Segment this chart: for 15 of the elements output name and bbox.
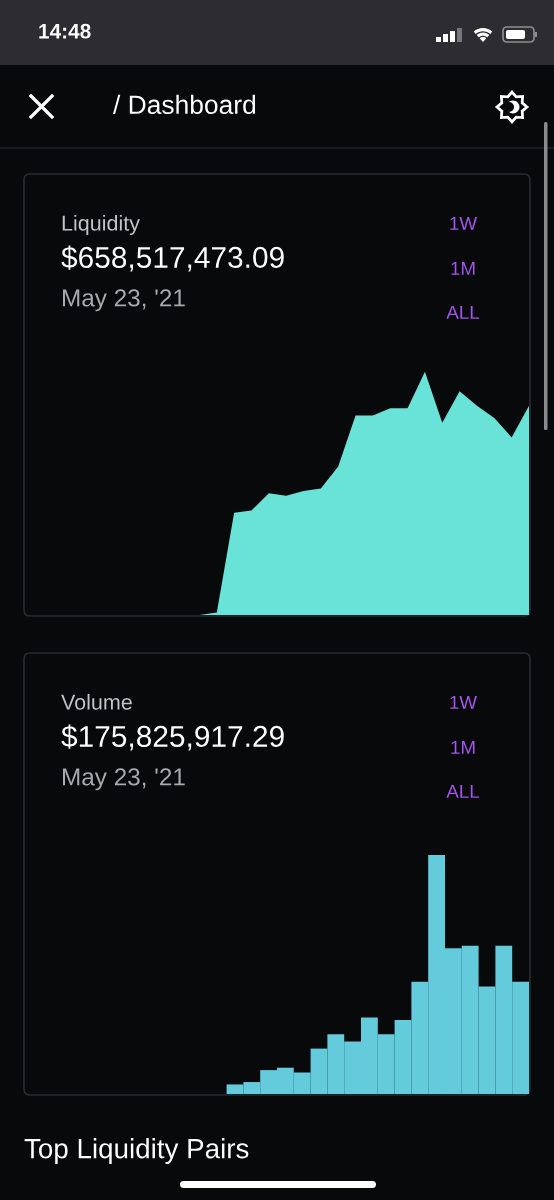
text: 14:48 [39, 23, 91, 39]
text: Top Liquidity Pairs [24, 1138, 249, 1164]
text: 1W [450, 216, 477, 230]
text: May 23, '21 [62, 768, 185, 791]
text: ALL [446, 305, 480, 319]
text: / Dashboard [113, 94, 256, 115]
text: 1M [451, 261, 475, 275]
chart-subtitle: $658,517,473.09 [61, 245, 284, 272]
chart-title: Volume [61, 693, 132, 710]
text: 1M [451, 740, 475, 754]
chart-title: Liquidity [62, 214, 140, 236]
text: ALL [446, 784, 480, 798]
text: 1W [450, 695, 477, 709]
text: May 23, '21 [62, 289, 185, 312]
chart-subtitle: $175,825,917.29 [61, 724, 284, 751]
